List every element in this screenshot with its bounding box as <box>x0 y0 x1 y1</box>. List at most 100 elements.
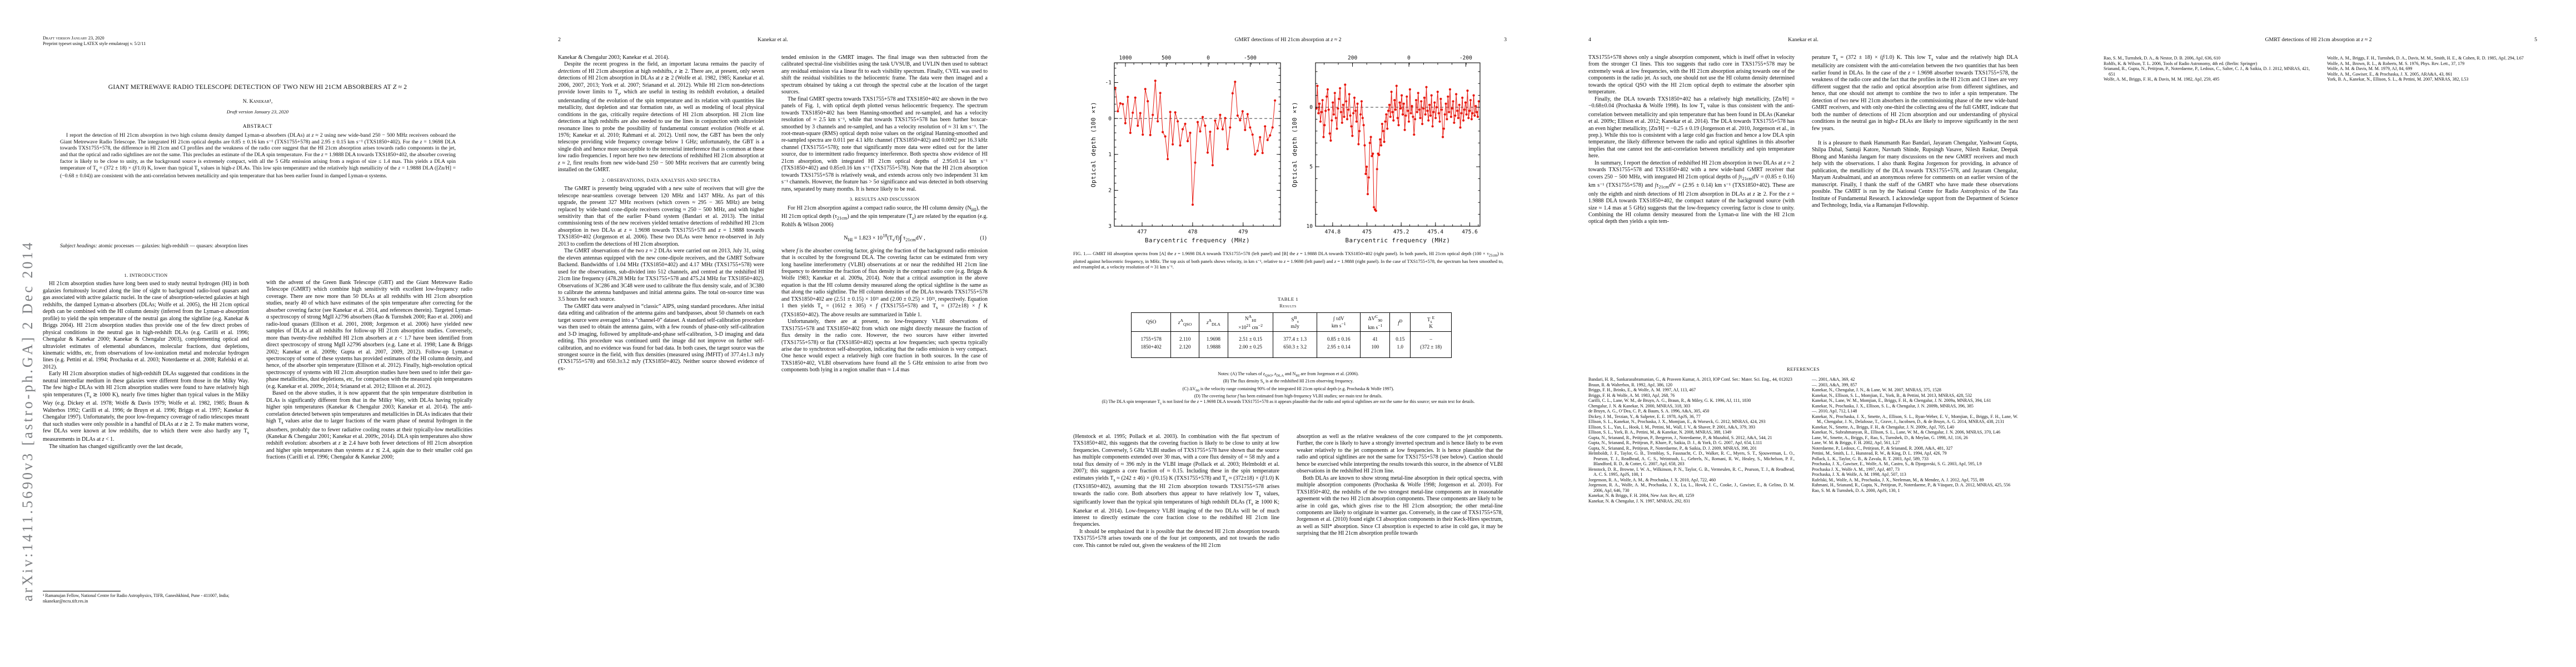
cell: 41 <box>1360 331 1391 343</box>
reference: Ellison, S. L., Yan, L., Hook, I. M., Pe… <box>1588 424 1756 430</box>
reference: Srianand, R., Gupta, N., Petitjean, P., … <box>2104 66 2310 77</box>
axis-tick-label: 0 <box>1108 116 1112 122</box>
table-1-subtitle: Results <box>1279 303 1297 308</box>
page5-refs-left: Rao, S. M., Turnshek, D. A., & Nestor, D… <box>2104 56 2310 122</box>
reference: Gupta, N., Srianand, R., Petitjean, P., … <box>1588 440 1762 445</box>
reference: Gupta, N., Srianand, R., Petitjean, P., … <box>1588 445 1757 451</box>
running-head: Kanekar et al. <box>1788 37 1818 43</box>
paragraph: For HI 21cm absorption against a compact… <box>781 205 988 228</box>
page5-refs-right: Wolfe, A. M., Briggs, F. H., Turnshek, D… <box>2327 56 2533 122</box>
reference: —. 2010, ApJ, 712, L148 <box>1812 409 1857 414</box>
axis-tick-label: 500 <box>1162 55 1171 61</box>
paragraph: It should be emphasized that it is possi… <box>1073 528 1279 549</box>
results-table: QSO zAQSO zADLA NAHI ×1021 cm−2 SBν mJy ∫ … <box>1130 312 1452 358</box>
cell: 100 <box>1360 342 1391 358</box>
paragraph: absorption as well as the relative weakn… <box>1297 434 1503 475</box>
axis-tick-label: 475.2 <box>1393 229 1409 235</box>
paragraph: In summary, I report the detection of re… <box>1588 160 1795 225</box>
running-head: GMRT detections of HI 21cm absorption at… <box>2265 37 2372 43</box>
reference: Chengalur, J. N. & Kanekar, N. 2000, MNR… <box>1588 403 1691 409</box>
paragraph: tended emission in the GMRT images. The … <box>781 54 988 96</box>
cell: – <box>1410 331 1452 343</box>
reference: Wolfe, A. M., Brown, R. L., & Roberts, M… <box>2327 61 2465 66</box>
cell: 2.120 <box>1170 342 1199 358</box>
page-1: arXiv:1411.5690v3 [astro-ph.GA] 2 Dec 20… <box>0 0 515 667</box>
spectrum-series <box>1114 79 1277 206</box>
reference: Kanekar, N., Smette, A., Briggs, F. H., … <box>1812 424 1955 430</box>
paragraph: perature Ts = (372 ± 18) × (f/1.0) K. Th… <box>1812 54 2018 132</box>
reference: Gupta, N., Srianand, R., Petitjean, P., … <box>1588 435 1772 440</box>
reference: Ellison, S. L., York, B. A., Pettini, M.… <box>1588 430 1732 435</box>
x-axis-title: Barycentric frequency (MHz) <box>1145 237 1250 244</box>
equation-body: NHI = 1.823 × 1018(Ts/f)∫ τ21cmdV , <box>844 233 925 243</box>
cell: 2.110 <box>1170 331 1199 343</box>
reference: Wolfe, A. M., Briggs, F. H., & Davis, M.… <box>2104 77 2220 82</box>
axis-tick-label: 10 <box>1307 223 1313 230</box>
reference: Rahmani, H., Srianand, R., Gupta, N., Pe… <box>1812 482 2011 487</box>
reference: Briggs, F. H. & Wolfe, A. M. 1983, ApJ, … <box>1588 392 1675 398</box>
reference: Prochaska J. X., Wolfe A. M., 1997, ApJ,… <box>1812 466 1900 472</box>
reference: Wolfe, A. M., Briggs, F. H., Turnshek, D… <box>2327 56 2524 61</box>
page-2: 2 Kanekar et al. Kanekar & Chengalur 200… <box>515 0 1030 667</box>
spectrum-series <box>1316 83 1480 212</box>
cell: 1.9888 <box>1198 342 1228 358</box>
running-head: Kanekar et al. <box>758 37 788 43</box>
acknowledgments: It is a pleasure to thank Hanumanth Rao … <box>1812 140 2018 209</box>
reference: Henstock, D. R., Browne, I. W. A., Wilki… <box>1588 466 1795 477</box>
page4-left-column: TXS1755+578 shows only a single absorpti… <box>1588 54 1795 364</box>
paragraph: Unfortunately, there are at present, no … <box>781 318 988 374</box>
axis-tick-label: 0 <box>1207 55 1210 61</box>
reference: Lane, W., Smette, A., Briggs, F., Rao, S… <box>1812 435 1968 440</box>
paragraph: Early HI 21cm absorption studies of high… <box>43 371 249 443</box>
paragraph: The final GMRT spectra towards TXS1755+5… <box>781 96 988 192</box>
axis-tick-label: 5 <box>1309 164 1313 170</box>
reference: Rohlfs, K. & Wilson, T. L. 2006, Tools o… <box>2104 61 2258 66</box>
axis-tick-label: 475.4 <box>1428 229 1444 235</box>
reference: Kanekar, N. & Briggs, F. H. 2004, New As… <box>1588 493 1695 498</box>
page-number: 4 <box>1588 37 1591 43</box>
equation-1: NHI = 1.823 × 1018(Ts/f)∫ τ21cmdV , (1) <box>781 233 988 244</box>
cell: 2.51 ± 0.15 <box>1227 331 1274 343</box>
paragraph: Finally, the DLA towards TXS1850+402 has… <box>1588 96 1795 160</box>
table-note: (E) The DLA spin temperature Ts is not l… <box>1102 399 1475 406</box>
page3-left-column: (Henstock et al. 1995; Pollack et al. 20… <box>1073 434 1279 623</box>
reference: Braun, R. & Walterbos, R. 1992, ApJ, 386… <box>1588 382 1672 387</box>
axis-tick-label: -200 <box>1459 55 1472 61</box>
abstract-text: I report the detection of HI 21cm absorp… <box>60 132 456 180</box>
reference: Carilli, C. L., Lane, W. M., de Bruyn, A… <box>1588 398 1751 403</box>
cell: 0.15 <box>1389 331 1411 343</box>
page-4: 4 Kanekar et al. TXS1755+578 shows only … <box>1546 0 2061 667</box>
axis-tick-label: 478 <box>1188 229 1197 235</box>
page1-left-column: 1. INTRODUCTION HI 21cm absorption studi… <box>43 269 249 593</box>
spectrum-panel-b: 474.8 475 475.2 475.4 475.6 200 0 -200 0 5 10 Baryc… <box>1291 55 1481 244</box>
table-note: Notes: (A) The values of zQSO, zDLA and … <box>1218 371 1359 378</box>
col-header-zqso: zAQSO <box>1170 312 1199 332</box>
reference: Kanekar, N., Lane, W. M., Momjian, E., B… <box>1812 398 1991 403</box>
paragraph: HI 21cm absorption studies have long bee… <box>43 281 249 370</box>
paper-title: GIANT METREWAVE RADIO TELESCOPE DETECTIO… <box>108 83 407 91</box>
reference: Kanekar, N., Prochaska, J. X., Smette, A… <box>1812 414 2018 425</box>
reference: Rao, S. M. & Turnshek, D. A. 2000, ApJS,… <box>1812 487 1900 493</box>
table-1-notes: Notes: (A) The values of zQSO, zDLA and … <box>1073 371 1503 406</box>
axis-tick-label: 479 <box>1238 229 1248 235</box>
paragraph: TXS1755+578 shows only a single absorpti… <box>1588 54 1795 96</box>
axis-tick-label: 477 <box>1137 229 1147 235</box>
axis-tick-label: 3 <box>1108 223 1112 230</box>
page2-left-column: Kanekar & Chengalur 2003; Kanekar et al.… <box>558 54 764 621</box>
paragraph: The GMRT data were analysed in “classic”… <box>558 303 764 372</box>
abstract-paragraph: I report the detection of HI 21cm absorp… <box>60 132 456 180</box>
running-head: GMRT detections of HI 21cm absorption at… <box>1234 37 1342 43</box>
reference: Prochaska, J. X., Gawiser, E., Wolfe, A.… <box>1812 461 1982 466</box>
reference: York, B. A., Kanekar, N., Ellison, S. L.… <box>2327 77 2469 82</box>
arxiv-id-text: arXiv:1411.5690v3 [astro-ph.GA] 2 Dec 20… <box>19 240 36 601</box>
axis-tick-label: 0 <box>1407 55 1411 61</box>
col-header-nhi: NAHI ×1021 cm−2 <box>1227 312 1274 332</box>
axis-tick-label: 1 <box>1108 152 1112 158</box>
references-heading: REFERENCES <box>1787 366 1820 372</box>
page-5: GMRT detections of HI 21cm absorption at… <box>2061 0 2576 667</box>
axis-tick-label: 475.6 <box>1462 229 1478 235</box>
axis-tick-label: 200 <box>1348 55 1357 61</box>
page4-refs-right: —. 2001, A&A, 369, 42 —. 2003, A&A, 399,… <box>1812 377 2018 621</box>
table-note: (D) The covering factor f has been estim… <box>1194 394 1383 399</box>
